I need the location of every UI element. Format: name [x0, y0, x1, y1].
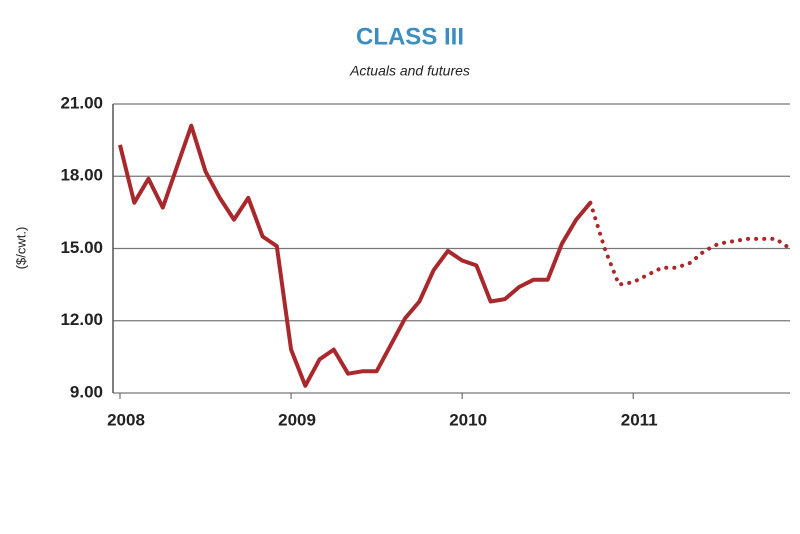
chart-subtitle: Actuals and futures [349, 63, 470, 79]
line-series [118, 123, 592, 388]
y-tick-label: 21.00 [60, 93, 103, 112]
x-tick-label: 2011 [621, 410, 658, 429]
y-axis-label: ($/cwt.) [13, 227, 28, 270]
x-tick-label: 2008 [107, 410, 145, 429]
x-tick-label: 2009 [278, 410, 316, 429]
y-tick-label: 12.00 [60, 310, 103, 329]
line-series [588, 200, 792, 287]
y-tick-label: 15.00 [60, 238, 103, 257]
y-tick-label: 9.00 [70, 382, 103, 401]
x-tick-label: 2010 [449, 410, 487, 429]
chart-title: CLASS III [356, 23, 464, 50]
y-tick-label: 18.00 [60, 166, 103, 185]
